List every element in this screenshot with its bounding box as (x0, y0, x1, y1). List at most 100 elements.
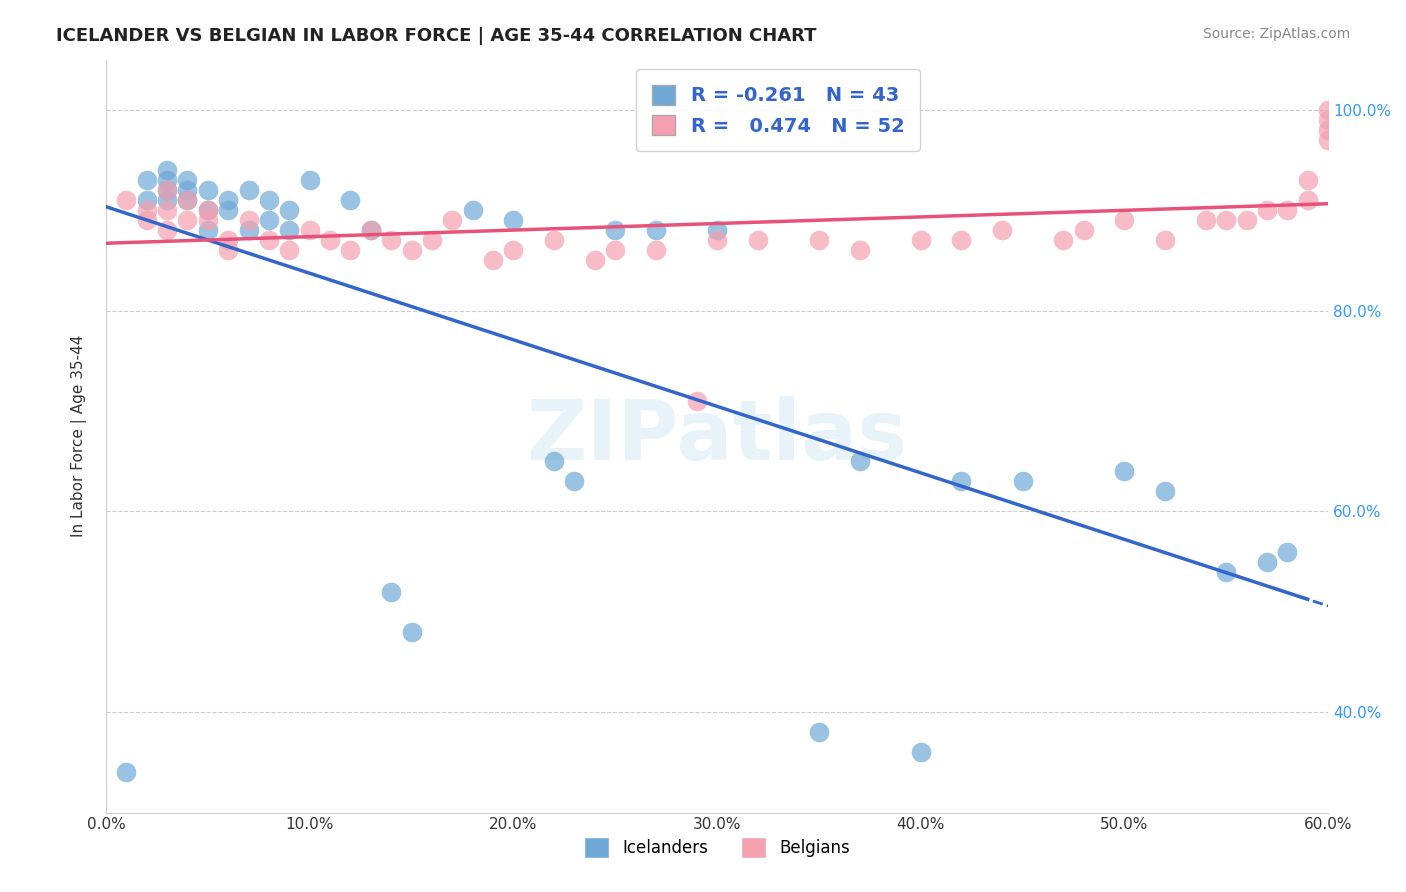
Point (176, 183, 198, 197)
Point (278, 223, 301, 237)
Point (135, 173, 157, 187)
Point (1317, 123, 1340, 137)
Point (1296, 193, 1319, 207)
Legend: R = -0.261   N = 43, R =   0.474   N = 52: R = -0.261 N = 43, R = 0.474 N = 52 (637, 70, 920, 152)
Point (1154, 233, 1177, 247)
Point (238, 213, 260, 227)
Point (380, 233, 402, 247)
Point (461, 203, 484, 218)
Point (1317, 112, 1340, 127)
Point (1114, 464, 1136, 478)
Point (910, 745, 932, 759)
Point (543, 454, 565, 468)
Point (217, 203, 239, 218)
Point (747, 233, 769, 247)
Point (950, 475, 973, 489)
Point (339, 193, 361, 207)
Text: Source: ZipAtlas.com: Source: ZipAtlas.com (1202, 27, 1350, 41)
Point (1073, 223, 1095, 237)
Point (645, 244, 668, 258)
Point (441, 213, 464, 227)
Point (502, 244, 524, 258)
Point (156, 203, 179, 218)
Point (1154, 484, 1177, 499)
Point (502, 213, 524, 227)
Point (910, 233, 932, 247)
Point (605, 244, 627, 258)
Point (156, 223, 179, 237)
Point (1052, 233, 1074, 247)
Point (257, 213, 280, 227)
Point (339, 244, 361, 258)
Point (401, 624, 423, 639)
Text: ZIPatlas: ZIPatlas (527, 395, 907, 476)
Text: ICELANDER VS BELGIAN IN LABOR FORCE | AGE 35-44 CORRELATION CHART: ICELANDER VS BELGIAN IN LABOR FORCE | AG… (56, 27, 817, 45)
Point (686, 393, 709, 408)
Point (156, 173, 179, 187)
Point (217, 233, 239, 247)
Point (991, 223, 1014, 237)
Point (197, 203, 219, 218)
Point (197, 213, 219, 227)
Point (1236, 213, 1258, 227)
Point (1215, 213, 1237, 227)
Point (1256, 555, 1278, 569)
Point (360, 223, 382, 237)
Point (583, 253, 606, 268)
Point (176, 213, 198, 227)
Point (176, 173, 198, 187)
Point (482, 253, 505, 268)
Point (380, 584, 402, 599)
Point (156, 193, 179, 207)
Point (115, 765, 138, 780)
Point (807, 725, 830, 739)
Point (706, 223, 728, 237)
Point (298, 173, 321, 187)
Point (197, 183, 219, 197)
Point (1296, 173, 1319, 187)
Point (197, 203, 219, 218)
Point (605, 223, 627, 237)
Point (156, 183, 179, 197)
Y-axis label: In Labor Force | Age 35-44: In Labor Force | Age 35-44 (72, 334, 87, 537)
Point (645, 223, 668, 237)
Point (360, 223, 382, 237)
Point (115, 193, 138, 207)
Point (1256, 203, 1278, 218)
Point (807, 233, 830, 247)
Point (706, 233, 728, 247)
Point (257, 193, 280, 207)
Point (1317, 133, 1340, 147)
Point (278, 244, 301, 258)
Point (319, 233, 342, 247)
Point (135, 213, 157, 227)
Point (564, 475, 586, 489)
Point (1011, 475, 1033, 489)
Point (401, 244, 423, 258)
Point (217, 193, 239, 207)
Point (135, 203, 157, 218)
Point (197, 223, 219, 237)
Point (217, 244, 239, 258)
Point (1114, 213, 1136, 227)
Point (420, 233, 443, 247)
Point (950, 233, 973, 247)
Point (176, 193, 198, 207)
Point (176, 193, 198, 207)
Point (238, 223, 260, 237)
Point (257, 233, 280, 247)
Point (156, 183, 179, 197)
Point (238, 183, 260, 197)
Point (1195, 213, 1218, 227)
Point (1215, 565, 1237, 579)
Point (278, 203, 301, 218)
Point (156, 163, 179, 178)
Point (1277, 203, 1299, 218)
Point (848, 454, 870, 468)
Point (543, 233, 565, 247)
Point (298, 223, 321, 237)
Point (1317, 103, 1340, 117)
Point (135, 193, 157, 207)
Point (848, 244, 870, 258)
Point (1277, 544, 1299, 558)
